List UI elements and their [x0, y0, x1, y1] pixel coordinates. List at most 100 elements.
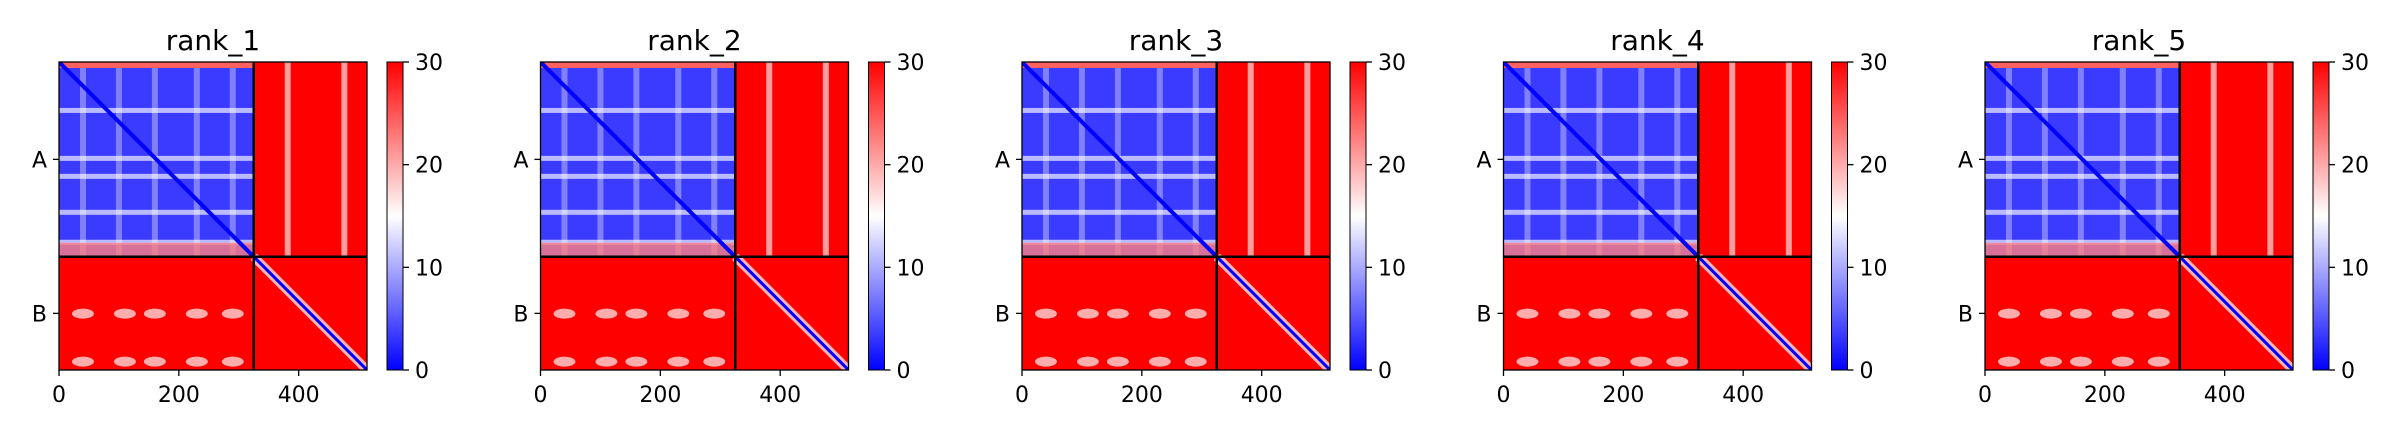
- block-AA-row-band: [1503, 107, 1699, 113]
- block-BA-spot: [185, 356, 208, 367]
- block-AA-row-band: [1503, 239, 1699, 245]
- ytick-label: A: [995, 148, 1010, 173]
- colorbar-tick-label: 30: [1378, 51, 1406, 76]
- block-BA-spot: [2111, 356, 2134, 367]
- block-BA-spot: [221, 356, 244, 367]
- ytick-label: A: [513, 148, 528, 173]
- colorbar-tick-label: 0: [1378, 359, 1392, 384]
- block-AA-top-edge: [1022, 62, 1217, 68]
- ytick-label: B: [1476, 302, 1491, 327]
- block-BA-spot: [1630, 356, 1653, 367]
- colorbar-tick-label: 20: [897, 154, 925, 179]
- panel-title: rank_2: [647, 24, 741, 57]
- colorbar-tick-label: 10: [897, 256, 925, 281]
- ytick-label: B: [1958, 302, 1973, 327]
- block-AA-row-band: [1022, 209, 1217, 215]
- xtick-label: 200: [158, 383, 200, 408]
- xtick-label: 200: [639, 383, 681, 408]
- block-AA-row-band: [59, 173, 254, 179]
- block-BA-spot: [625, 308, 648, 319]
- block-BA-spot: [1076, 356, 1099, 367]
- colorbar-tick-label: 10: [2341, 256, 2369, 281]
- block-BA-spot: [2039, 308, 2062, 319]
- xtick-label: 200: [1602, 383, 1644, 408]
- colorbar: [386, 61, 404, 371]
- heatmap: [540, 62, 849, 370]
- xtick-label: 400: [1241, 383, 1283, 408]
- block-AB-stripe: [1729, 62, 1736, 257]
- block-AB-stripe: [1247, 62, 1254, 257]
- panel-rank_1: rank_1 A B 0 200 400 0 10 20 30: [32, 24, 443, 408]
- colorbar-tick-label: 10: [1860, 256, 1888, 281]
- block-AA-row-band: [540, 107, 736, 113]
- block-BA-spot: [1184, 356, 1207, 367]
- block-AA-bottom-edge: [1985, 242, 2180, 257]
- block-BB-diagonal: [1697, 255, 1812, 370]
- xtick-label: 400: [759, 383, 801, 408]
- block-BA-spot: [113, 356, 136, 367]
- block-BA-spot: [2069, 308, 2092, 319]
- colorbar-tick-label: 30: [415, 51, 443, 76]
- block-BA-spot: [667, 356, 690, 367]
- block-AA-row-band: [540, 209, 736, 215]
- block-BA-spot: [143, 356, 166, 367]
- block-BA-spot: [1588, 356, 1611, 367]
- block-AA-diagonal: [540, 62, 737, 259]
- block-AA-top-edge: [59, 62, 254, 68]
- block-AA-row-band: [1985, 107, 2180, 113]
- block-BA-spot: [113, 308, 136, 319]
- block-AA-row-band: [59, 209, 254, 215]
- block-AB-stripe: [2210, 62, 2217, 257]
- panel-title: rank_1: [166, 24, 260, 57]
- ytick-label: B: [513, 302, 528, 327]
- colorbar-tick-label: 20: [415, 154, 443, 179]
- block-BA-spot: [1034, 356, 1057, 367]
- block-BA-spot: [2147, 356, 2170, 367]
- colorbar-tick-label: 10: [415, 256, 443, 281]
- block-BA-spot: [703, 356, 726, 367]
- block-BA-spot: [595, 356, 618, 367]
- block-AA-diagonal: [59, 62, 256, 259]
- colorbar: [868, 61, 885, 371]
- block-BA-spot: [1997, 308, 2020, 319]
- axes-frame: [539, 61, 850, 371]
- ytick-label: A: [1958, 148, 1973, 173]
- colorbar-tick-label: 20: [1860, 154, 1888, 179]
- block-AA-row-band: [1022, 173, 1217, 179]
- colorbar-tick-label: 0: [897, 359, 911, 384]
- block-BB-diagonal: [734, 255, 849, 370]
- block-AA-row-band: [540, 239, 736, 245]
- block-BA-spot: [1076, 308, 1099, 319]
- block-BA-spot: [1558, 308, 1581, 319]
- block-AA-top-edge: [1503, 62, 1699, 68]
- block-AB-stripe: [1304, 62, 1311, 257]
- block-BA-spot: [625, 356, 648, 367]
- xtick-label: 0: [1978, 383, 1992, 408]
- block-BA-spot: [71, 308, 94, 319]
- block-AA-top-edge: [1985, 62, 2180, 68]
- block-BA-spot: [1516, 308, 1539, 319]
- block-AA-bottom-edge: [1022, 242, 1217, 257]
- block-AA-bottom-edge: [59, 242, 254, 257]
- panel-title: rank_3: [1129, 24, 1223, 57]
- block-BA-spot: [221, 308, 244, 319]
- block-BA-spot: [185, 308, 208, 319]
- colorbar: [1349, 61, 1367, 371]
- block-BA-spot: [1630, 308, 1653, 319]
- panel-title: rank_5: [2092, 24, 2186, 57]
- block-BA-spot: [71, 356, 94, 367]
- block-BA-spot: [1148, 356, 1171, 367]
- block-BA-spot: [667, 308, 690, 319]
- block-AA-bottom-edge: [1503, 242, 1699, 257]
- block-AA-row-band: [1985, 209, 2180, 215]
- block-BB-diagonal: [252, 255, 367, 370]
- ytick-label: B: [995, 302, 1010, 327]
- heatmap: [59, 62, 367, 370]
- block-AA-row-band: [1503, 173, 1699, 179]
- block-BA-spot: [1997, 356, 2020, 367]
- axes-frame: [1502, 61, 1813, 371]
- block-BA-spot: [2147, 308, 2170, 319]
- axes-frame: [1984, 61, 2294, 371]
- xtick-label: 200: [2084, 383, 2126, 408]
- colorbar-tick-label: 30: [897, 51, 925, 76]
